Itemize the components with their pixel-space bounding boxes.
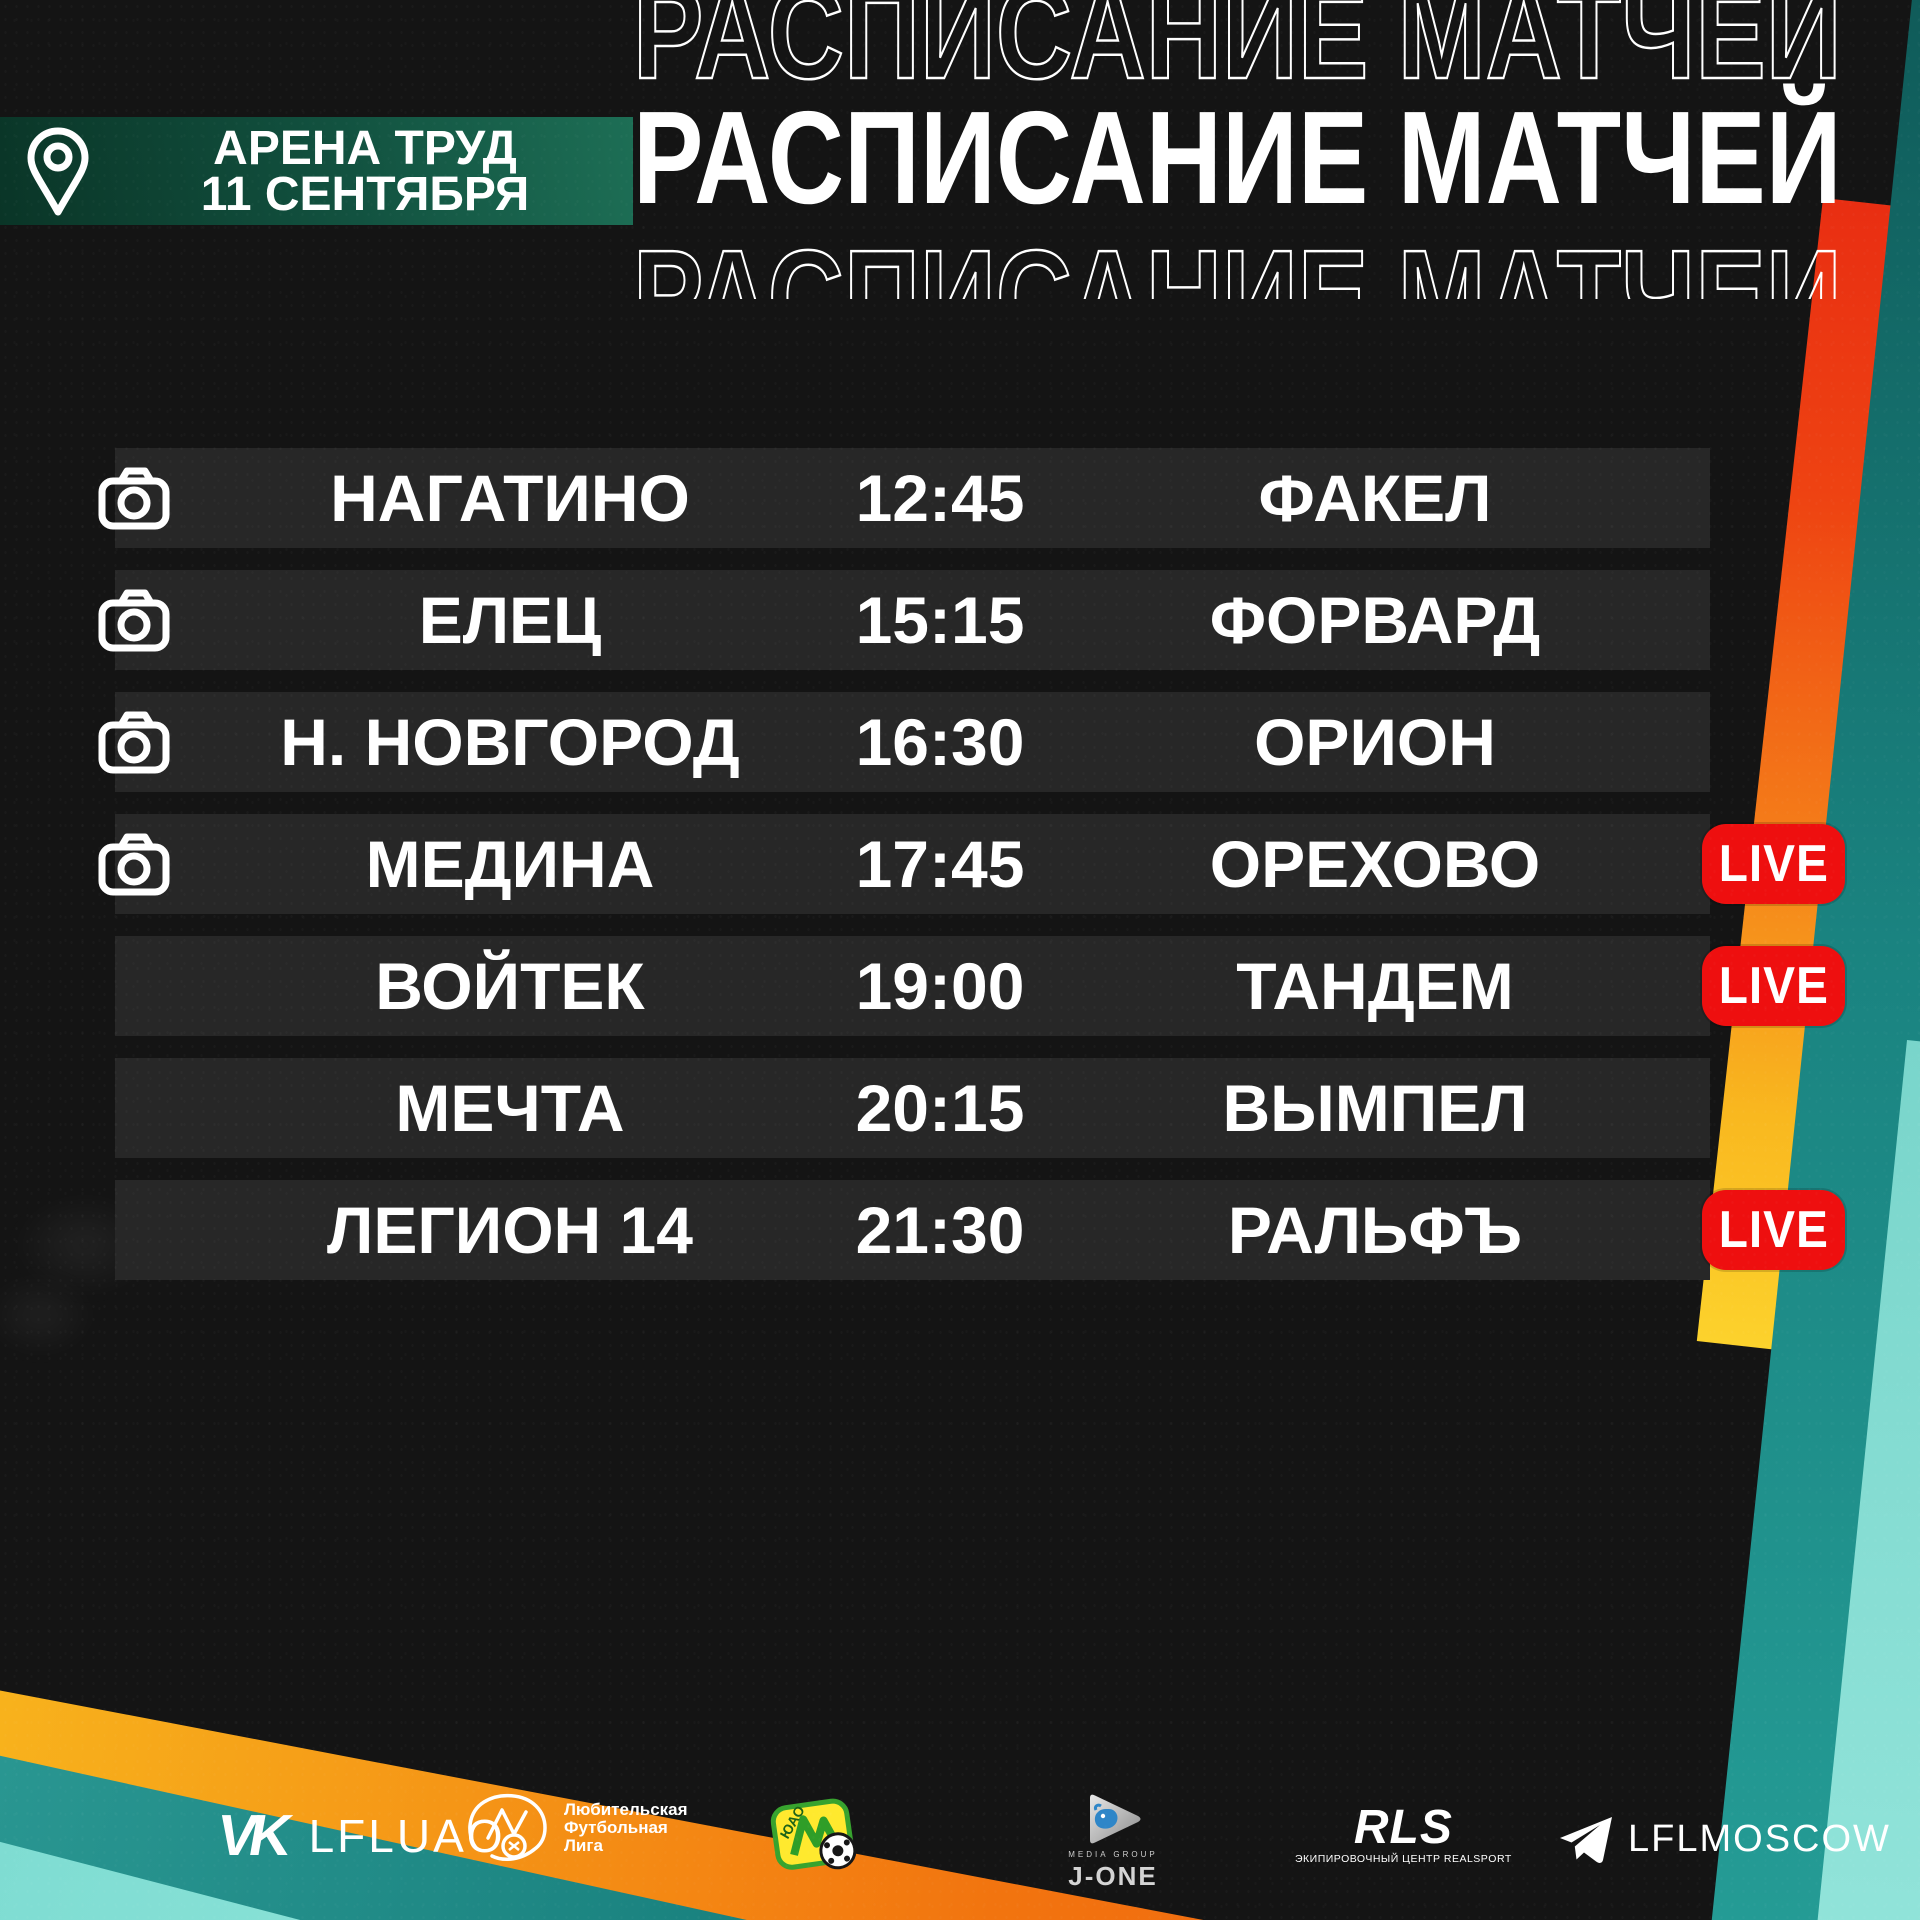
match-row: МЕДИНА 17:45 ОРЕХОВО LIVE	[98, 814, 1845, 914]
match-row: ЕЛЕЦ 15:15 ФОРВАРД	[98, 570, 1710, 670]
away-team: ФАКЕЛ	[1258, 461, 1492, 535]
live-badge: LIVE	[1702, 824, 1845, 904]
lfl-line: Футбольная	[564, 1818, 668, 1837]
page-title: РАСПИСАНИЕ МАТЧЕЙ	[633, 84, 1842, 231]
venue-date-text: АРЕНА ТРУД 11 СЕНТЯБРЯ	[150, 122, 580, 221]
live-label: LIVE	[1718, 1201, 1829, 1259]
match-time: 20:15	[855, 1071, 1025, 1145]
jone-group-label: MEDIA GROUP	[1068, 1850, 1158, 1859]
match-row: ЛЕГИОН 14 21:30 РАЛЬФЪ LIVE	[115, 1180, 1845, 1280]
home-team: НАГАТИНО	[330, 461, 690, 535]
rls-name-label: RLS	[1353, 1801, 1453, 1854]
lfl-line: Любительская	[564, 1800, 688, 1819]
jone-name-label: J-ONE	[1068, 1861, 1158, 1891]
uao-emblem-icon: ЮАО	[770, 1798, 857, 1870]
away-team: ОРИОН	[1254, 705, 1496, 779]
away-team: ВЫМПЕЛ	[1222, 1071, 1528, 1145]
jone-icon	[1090, 1794, 1141, 1844]
match-time: 15:15	[855, 583, 1025, 657]
lfl-league-name: Любительская Футбольная Лига	[564, 1801, 688, 1855]
camera-icon	[97, 831, 171, 897]
away-team: ФОРВАРД	[1209, 583, 1541, 657]
away-team: ТАНДЕМ	[1236, 949, 1514, 1023]
match-time: 17:45	[855, 827, 1025, 901]
match-row: ВОЙТЕК 19:00 ТАНДЕМ LIVE	[115, 936, 1845, 1036]
away-team: ОРЕХОВО	[1209, 827, 1541, 901]
footer-lfl-league: Любительская Футбольная Лига	[462, 1786, 688, 1870]
camera-icon	[97, 709, 171, 775]
telegram-handle: LFLMOSCOW	[1628, 1817, 1891, 1860]
venue-badge: АРЕНА ТРУД 11 СЕНТЯБРЯ	[0, 117, 633, 225]
title-echo-top: РАСПИСАНИЕ МАТЧЕЙ	[632, 0, 1843, 106]
telegram-icon	[1560, 1817, 1612, 1863]
title-echo-bottom-clip: РАСПИСАНИЕ МАТЧЕЙ	[633, 247, 1920, 299]
home-team: ЕЛЕЦ	[418, 583, 602, 657]
footer-rls: RLS ЭКИПИРОВОЧНЫЙ ЦЕНТР REALSPORT	[1295, 1801, 1512, 1866]
away-team: РАЛЬФЪ	[1227, 1193, 1523, 1267]
home-team: Н. НОВГОРОД	[280, 705, 740, 779]
match-time: 21:30	[855, 1193, 1025, 1267]
home-team: МЕДИНА	[365, 827, 655, 901]
match-row: Н. НОВГОРОД 16:30 ОРИОН	[98, 692, 1710, 792]
footer-jone: MEDIA GROUP J-ONE	[1058, 1790, 1168, 1892]
match-time: 19:00	[855, 949, 1025, 1023]
match-row: МЕЧТА 20:15 ВЫМПЕЛ	[115, 1058, 1710, 1158]
title-echo-bottom: РАСПИСАНИЕ МАТЧЕЙ	[633, 247, 1843, 299]
match-time: 16:30	[855, 705, 1025, 779]
match-row: НАГАТИНО 12:45 ФАКЕЛ	[98, 448, 1710, 548]
home-team: МЕЧТА	[395, 1071, 625, 1145]
rls-subtitle-label: ЭКИПИРОВОЧНЫЙ ЦЕНТР REALSPORT	[1295, 1853, 1512, 1865]
home-team: ВОЙТЕК	[375, 949, 645, 1023]
footer-telegram: LFLMOSCOW	[1558, 1814, 1891, 1864]
venue-label: АРЕНА ТРУД	[213, 122, 517, 175]
live-label: LIVE	[1718, 835, 1829, 893]
date-label: 11 СЕНТЯБРЯ	[200, 168, 530, 221]
footer-uao-emblem: ЮАО	[762, 1792, 866, 1886]
match-time: 12:45	[855, 461, 1025, 535]
location-pin-icon	[27, 127, 89, 216]
camera-icon	[97, 587, 171, 653]
home-team: ЛЕГИОН 14	[327, 1193, 693, 1267]
camera-icon	[97, 465, 171, 531]
lfl-league-icon	[468, 1793, 547, 1862]
live-badge: LIVE	[1702, 946, 1845, 1026]
live-label: LIVE	[1718, 957, 1829, 1015]
live-badge: LIVE	[1702, 1190, 1845, 1270]
lfl-line: Лига	[564, 1836, 603, 1855]
vk-icon: VK	[212, 1803, 291, 1868]
